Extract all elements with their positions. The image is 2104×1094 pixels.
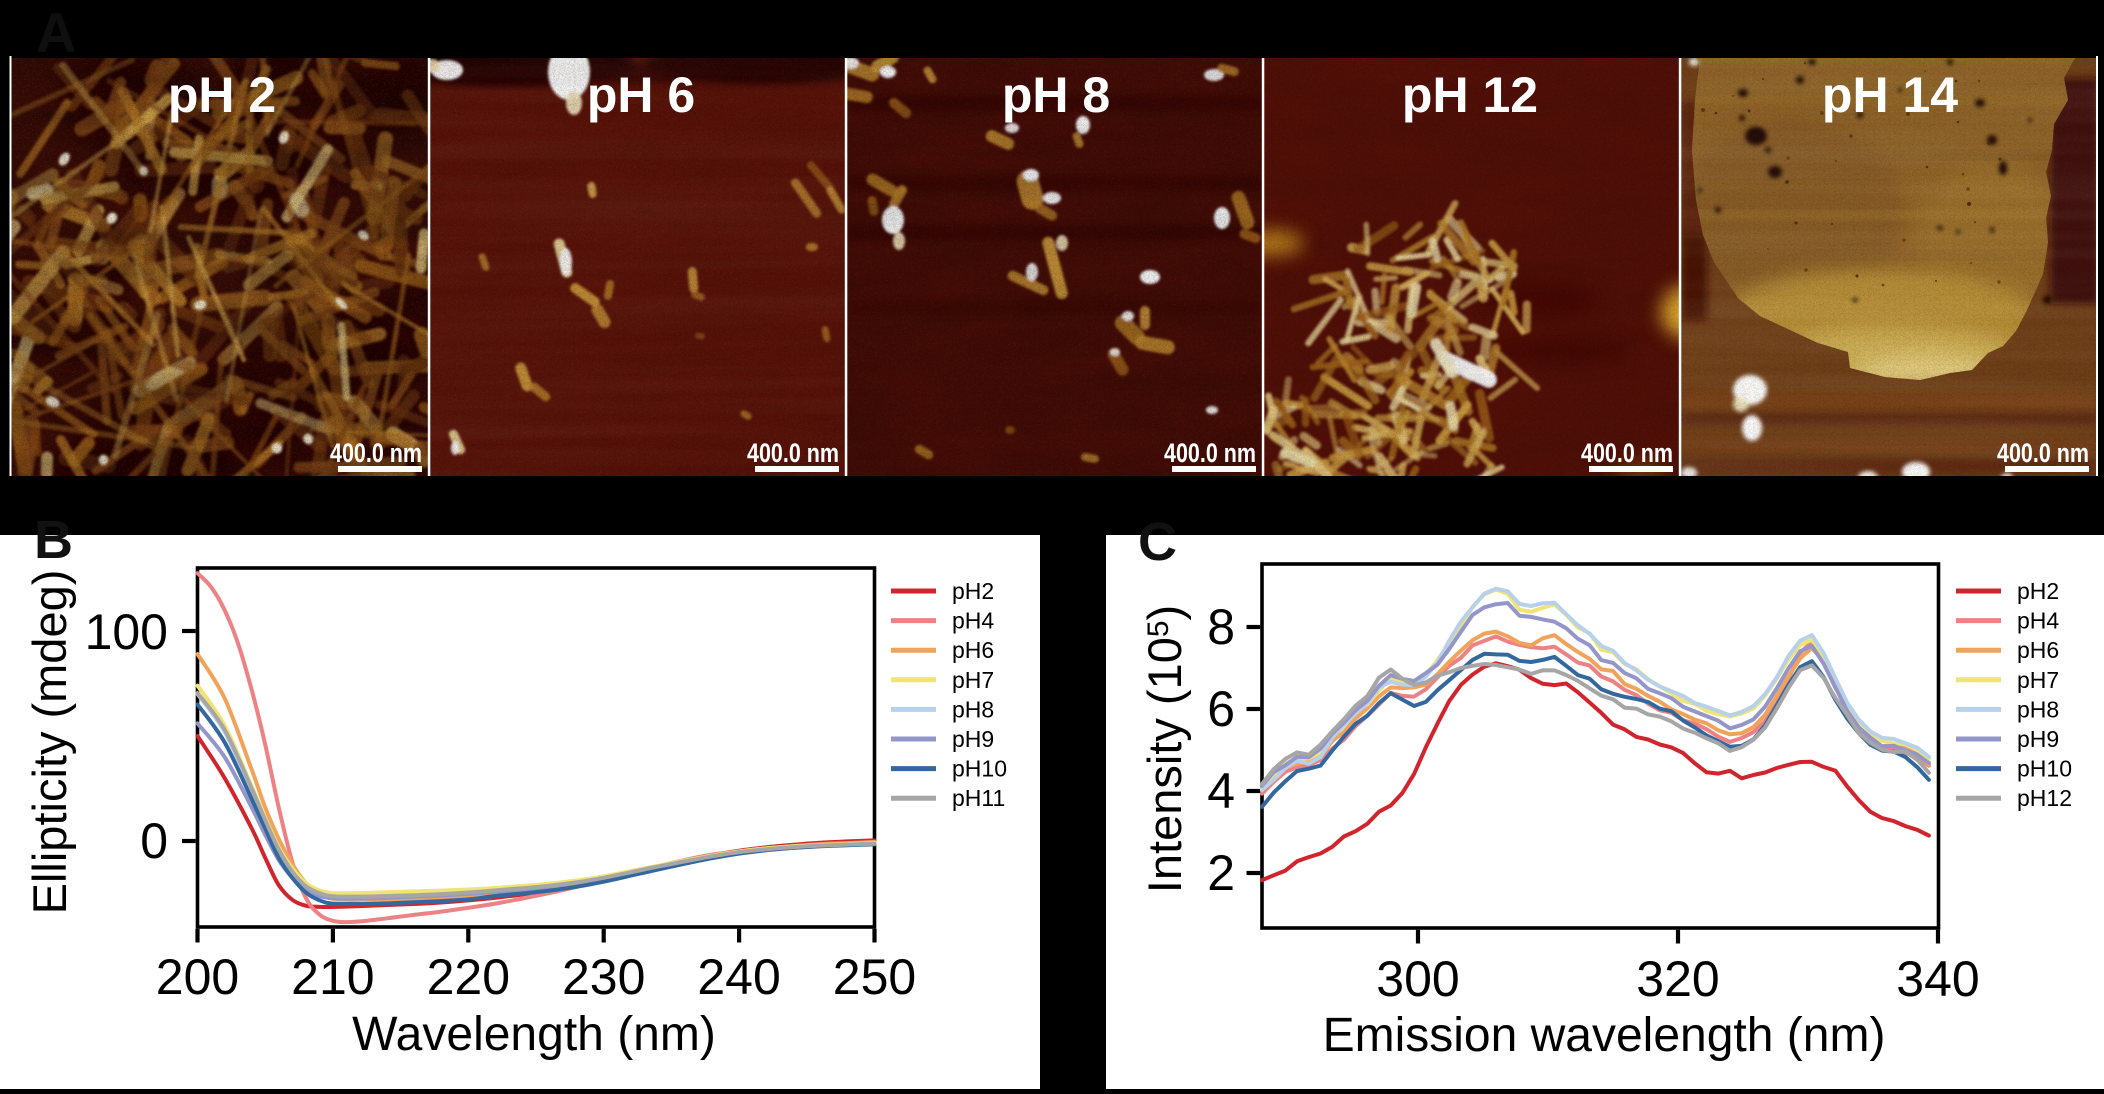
svg-text:8: 8 [1207,599,1235,655]
svg-text:pH7: pH7 [952,667,994,693]
svg-text:220: 220 [427,949,510,1005]
svg-text:B: B [34,510,73,570]
svg-text:pH8: pH8 [2017,696,2059,722]
svg-text:A: A [36,1,76,64]
svg-text:210: 210 [291,949,374,1005]
svg-text:pH8: pH8 [952,696,994,722]
svg-text:pH4: pH4 [952,608,994,634]
svg-text:pH9: pH9 [2017,726,2059,752]
svg-text:250: 250 [833,949,916,1005]
svg-text:pH 8: pH 8 [1002,67,1110,123]
svg-text:pH11: pH11 [952,785,1005,811]
svg-text:Emission wavelength (nm): Emission wavelength (nm) [1323,1009,1886,1062]
svg-text:pH2: pH2 [952,578,994,604]
svg-text:pH6: pH6 [2017,637,2059,663]
svg-text:pH12: pH12 [2017,785,2072,811]
svg-text:Ellipticity (mdeg): Ellipticity (mdeg) [23,570,76,915]
svg-text:pH4: pH4 [2017,608,2059,634]
svg-text:300: 300 [1376,951,1459,1007]
svg-text:pH9: pH9 [952,726,994,752]
svg-text:2: 2 [1207,845,1235,901]
svg-text:pH10: pH10 [2017,756,2072,782]
svg-text:200: 200 [156,949,239,1005]
svg-text:240: 240 [697,949,780,1005]
svg-text:400.0 nm: 400.0 nm [1581,438,1673,468]
svg-text:0: 0 [140,813,168,869]
svg-text:pH 12: pH 12 [1402,67,1538,123]
svg-text:6: 6 [1207,681,1235,737]
svg-text:400.0 nm: 400.0 nm [1164,438,1256,468]
svg-text:pH7: pH7 [2017,667,2059,693]
svg-text:230: 230 [562,949,645,1005]
svg-text:pH2: pH2 [2017,578,2059,604]
svg-text:pH 6: pH 6 [587,67,695,123]
svg-text:400.0 nm: 400.0 nm [747,438,839,468]
svg-text:pH6: pH6 [952,637,994,663]
svg-text:Wavelength (nm): Wavelength (nm) [352,1008,716,1061]
svg-text:100: 100 [85,604,168,660]
svg-text:pH 2: pH 2 [168,67,276,123]
svg-text:pH10: pH10 [952,756,1007,782]
svg-text:320: 320 [1636,951,1719,1007]
svg-text:4: 4 [1207,763,1235,819]
svg-text:340: 340 [1896,951,1979,1007]
svg-text:400.0 nm: 400.0 nm [330,438,422,468]
svg-text:pH 14: pH 14 [1822,67,1958,123]
svg-text:C: C [1138,512,1177,572]
svg-text:400.0 nm: 400.0 nm [1997,438,2089,468]
svg-text:Intensity (105): Intensity (105) [1138,605,1191,893]
